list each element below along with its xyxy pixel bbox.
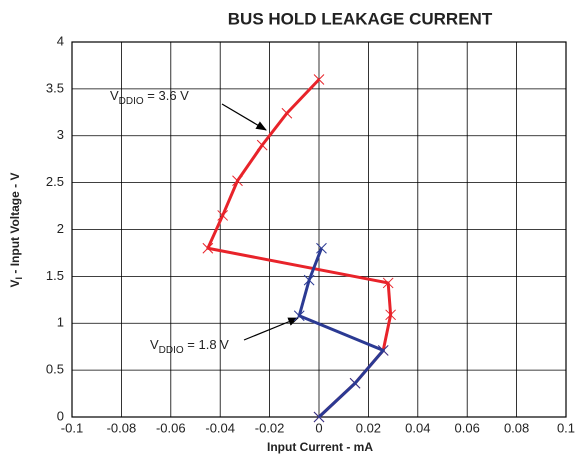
x-tick-label: -0.06 <box>156 420 186 435</box>
x-tick-label: 0 <box>315 420 322 435</box>
x-axis-label: Input Current - mA <box>267 440 373 454</box>
x-tick-label: 0.06 <box>455 420 480 435</box>
chart-title: BUS HOLD LEAKAGE CURRENT <box>228 9 493 28</box>
point-marker <box>293 310 305 322</box>
label-sub: DDIO <box>119 96 144 107</box>
y-tick-label: 3.5 <box>46 80 64 95</box>
label-part: = 1.8 V <box>184 337 229 352</box>
point-marker <box>382 277 394 289</box>
y-tick-label: 1 <box>57 315 64 330</box>
point-marker <box>349 377 361 389</box>
label-part: V <box>150 337 159 352</box>
y-axis-label: VI - Input Voltage - V <box>8 173 24 288</box>
y-label-part: - Input Voltage - V <box>8 173 22 277</box>
label-part: V <box>110 88 119 103</box>
series-annotation: VDDIO = 3.6 V <box>110 88 189 106</box>
annotation-arrow <box>243 317 300 341</box>
point-marker <box>316 242 327 254</box>
series-line <box>206 78 393 419</box>
point-marker <box>385 309 396 321</box>
label-sub: DDIO <box>159 345 184 356</box>
x-tick-label: 0.04 <box>405 420 430 435</box>
x-tick-label: -0.1 <box>61 420 83 435</box>
y-tick-label: 2 <box>57 221 64 236</box>
y-tick-label: 2.5 <box>46 174 64 189</box>
y-tick-label: 4 <box>57 33 64 48</box>
point-marker <box>377 345 389 356</box>
y-label-sub: I <box>14 277 24 280</box>
point-marker <box>313 411 325 423</box>
point-marker <box>202 242 214 254</box>
x-tick-label: -0.04 <box>205 420 235 435</box>
series-line <box>297 247 385 419</box>
point-marker <box>232 175 243 187</box>
x-tick-label: -0.08 <box>107 420 137 435</box>
annotation-arrow <box>221 103 267 131</box>
point-marker <box>313 74 325 85</box>
y-tick-label: 0 <box>57 408 64 423</box>
y-tick-label: 0.5 <box>46 362 64 377</box>
point-marker <box>281 107 293 119</box>
y-tick-label: 1.5 <box>46 268 64 283</box>
label-part: = 3.6 V <box>144 88 189 103</box>
x-tick-label: -0.02 <box>255 420 285 435</box>
point-marker <box>256 139 268 151</box>
x-tick-label: 0.02 <box>356 420 381 435</box>
x-tick-label: 0.1 <box>557 420 575 435</box>
y-label-part: V <box>8 279 22 287</box>
x-tick-label: 0.08 <box>504 420 529 435</box>
point-marker <box>303 274 315 286</box>
series-annotation: VDDIO = 1.8 V <box>150 337 229 355</box>
point-marker <box>217 210 229 221</box>
y-tick-label: 3 <box>57 127 64 142</box>
